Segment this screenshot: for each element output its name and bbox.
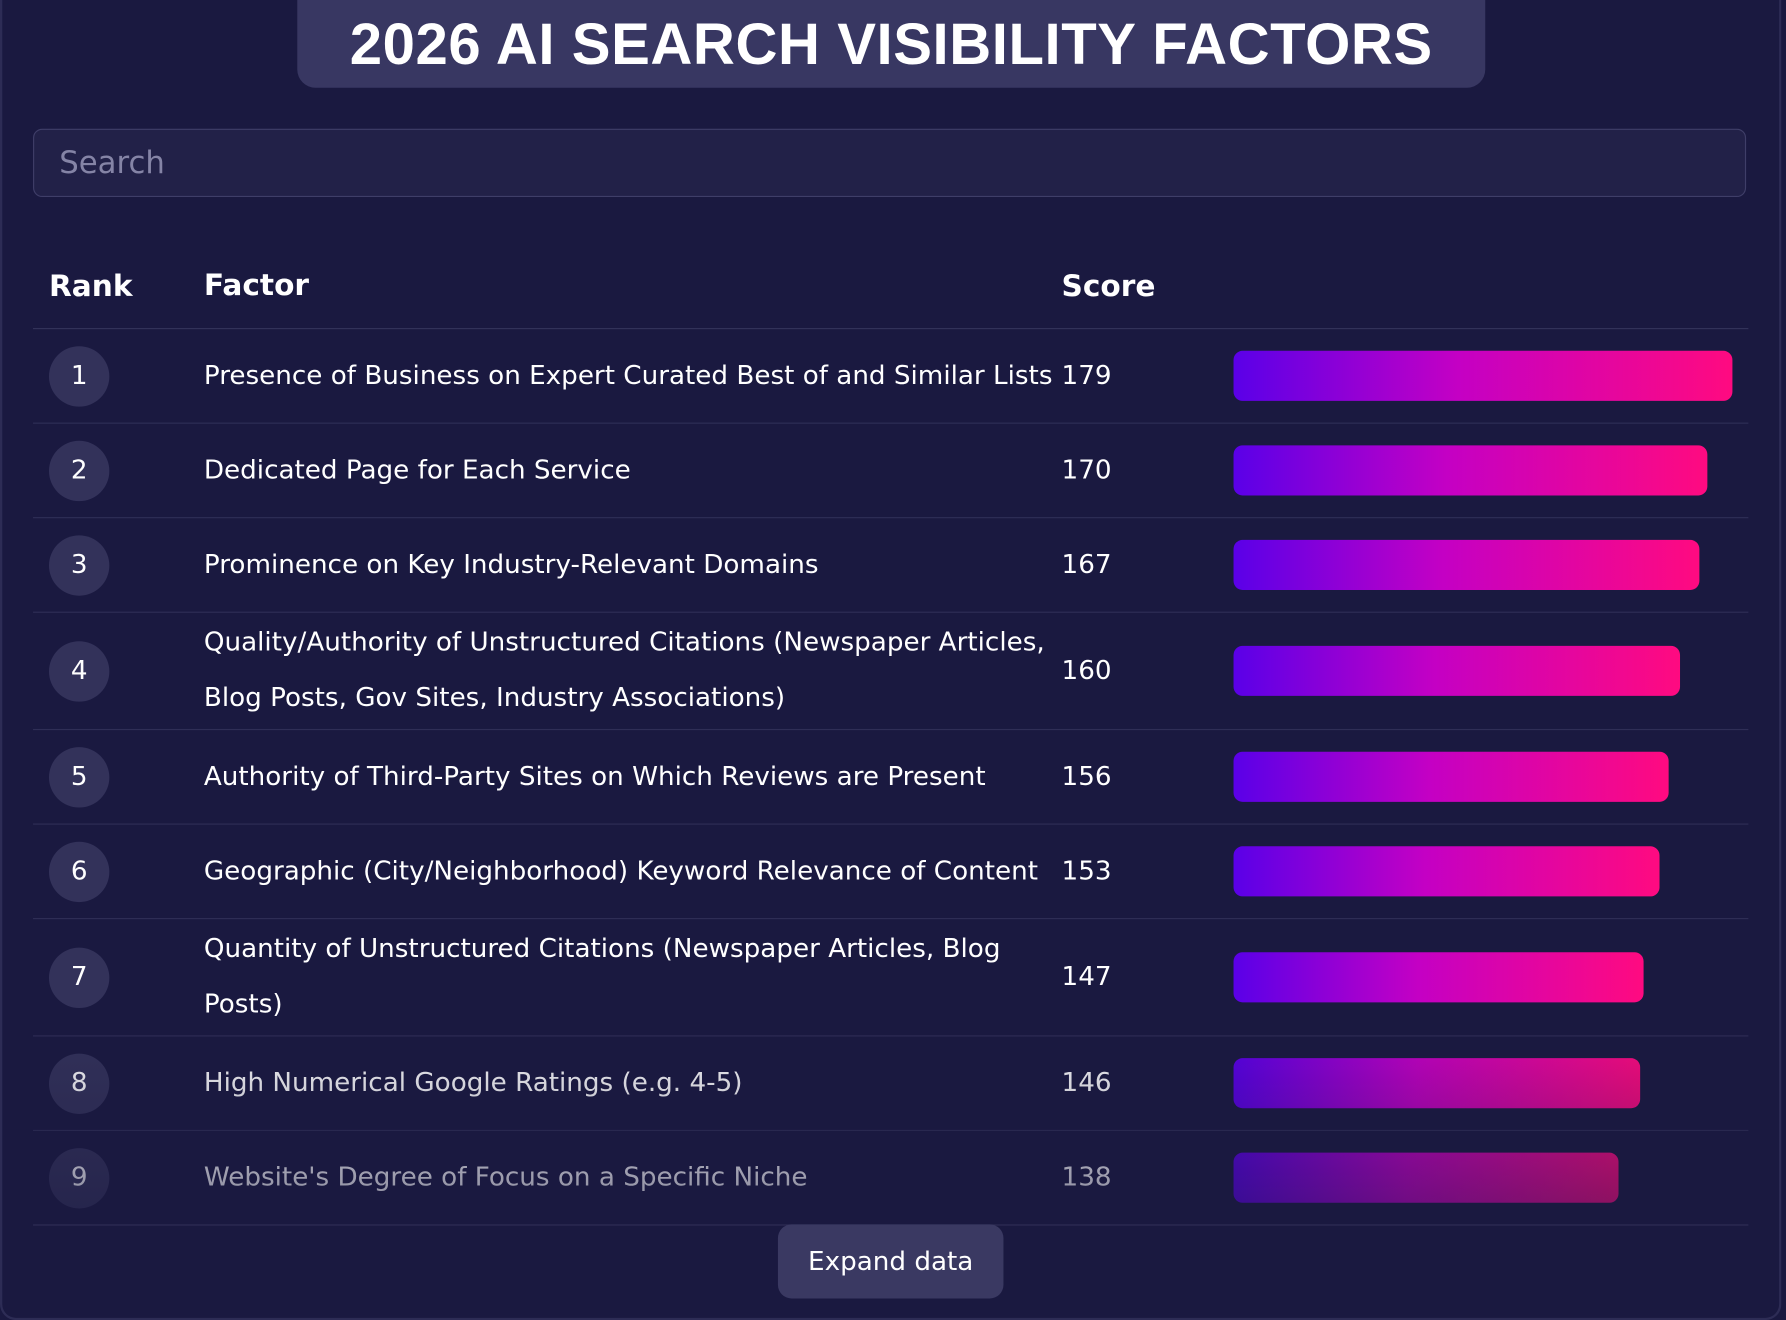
rank-badge: 6 [48,841,110,902]
table-body: 1 Presence of Business on Expert Curated … [33,329,1749,1226]
score-cell: 146 [1061,1068,1112,1098]
score-bar [1233,846,1660,897]
rank-cell: 7 [33,947,204,1008]
rank-cell: 6 [33,841,204,902]
score-bar [1233,751,1669,802]
score-bar [1233,350,1733,401]
rank-badge: 2 [48,440,110,501]
table: Rank Factor Score 1 Presence of Business … [33,245,1749,1226]
table-row[interactable]: 1 Presence of Business on Expert Curated … [33,329,1749,424]
bar-cell [1233,445,1749,496]
table-row[interactable]: 9 Website's Degree of Focus on a Specific… [33,1131,1749,1226]
score-bar [1233,952,1644,1003]
column-header[interactable]: Score [1061,269,1156,304]
bar-cell [1233,1152,1749,1203]
rank-cell: 3 [33,534,204,596]
score-cell: 160 [1061,656,1112,686]
rank-cell: 4 [33,640,204,702]
table-row[interactable]: 3 Prominence on Key Industry-Relevant Dom… [33,518,1749,613]
score-bar [1233,645,1680,696]
score-bar [1233,445,1708,496]
factor-cell: Authority of Third-Party Sites on Which … [203,761,986,792]
score-cell: 170 [1061,455,1112,486]
rank-cell: 8 [33,1053,204,1114]
rank-badge: 7 [48,947,110,1008]
score-cell: 179 [1061,361,1112,391]
score-cell: 156 [1061,761,1112,792]
rank-badge: 1 [48,345,110,407]
score-cell: 147 [1061,962,1112,993]
factor-cell: Dedicated Page for Each Service [203,455,631,485]
bar-cell [1233,350,1749,401]
bar-cell [1233,539,1749,591]
score-cell: 153 [1061,856,1112,887]
table-row[interactable]: 8 High Numerical Google Ratings (e.g. 4-5… [33,1036,1749,1132]
table-row[interactable]: 5 Authority of Third-Party Sites on Which… [33,730,1749,825]
column-header[interactable]: Rank [48,269,133,304]
bar-cell [1233,1058,1749,1109]
factor-cell: Website's Degree of Focus on a Specific … [203,1162,808,1192]
rank-badge: 3 [48,534,110,596]
factor-cell: Prominence on Key Industry-Relevant Doma… [203,549,819,580]
rank-cell: 2 [33,440,204,501]
rank-badge: 4 [48,640,110,702]
rank-cell: 5 [33,746,204,807]
score-bar [1233,1058,1641,1109]
table-row[interactable]: 4 Quality/Authority of Unstructured Citat… [33,613,1749,731]
bar-cell [1233,952,1749,1003]
score-bar [1233,1152,1619,1203]
factor-cell: Presence of Business on Expert Curated B… [203,360,1053,391]
rank-badge: 5 [48,746,110,807]
score-bar [1233,539,1699,591]
table-row[interactable]: 7 Quantity of Unstructured Citations (New… [33,919,1749,1037]
bar-cell [1233,846,1749,897]
table-row[interactable]: 2 Dedicated Page for Each Service 170 [33,424,1749,519]
rank-badge: 9 [48,1147,110,1208]
title: 2026 AI SEARCH VISIBILITY FACTORS [297,0,1486,88]
score-cell: 138 [1061,1162,1112,1193]
rank-badge: 8 [48,1053,110,1114]
score-cell: 167 [1061,550,1112,580]
factor-cell: High Numerical Google Ratings (e.g. 4-5) [203,1067,743,1098]
bar-cell [1233,645,1749,696]
bar-cell [1233,751,1749,802]
factor-cell: Geographic (City/Neighborhood) Keyword R… [203,855,1038,886]
header-row: Rank Factor Score [33,245,1749,330]
column-header[interactable]: Factor [203,268,310,303]
rank-cell: 9 [33,1147,204,1208]
search-input[interactable]: Search [33,128,1747,198]
factor-cell: Quantity of Unstructured Citations (News… [203,933,1001,1020]
expand-button[interactable]: Expand data [777,1224,1004,1299]
rank-cell: 1 [33,345,204,407]
table-row[interactable]: 6 Geographic (City/Neighborhood) Keyword … [33,825,1749,920]
factor-cell: Quality/Authority of Unstructured Citati… [203,627,1045,714]
